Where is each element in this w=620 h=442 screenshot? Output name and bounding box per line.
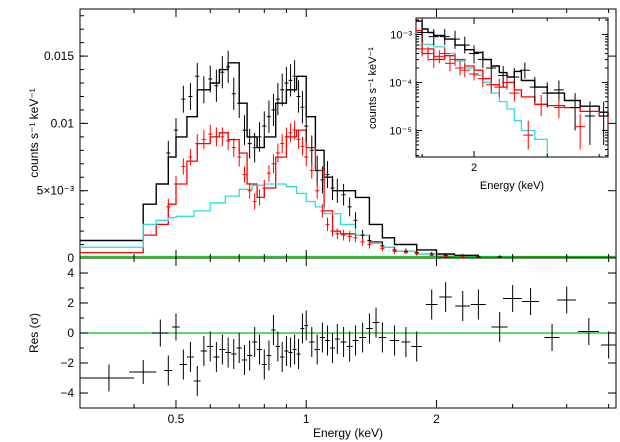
spectrum-ytick-label: 0 xyxy=(67,251,74,265)
residual-data xyxy=(80,282,616,396)
inset-ytick-label: 10⁻⁵ xyxy=(389,125,412,137)
spectrum-ytick-label: 5×10⁻³ xyxy=(37,184,74,198)
inset-ylabel: counts s⁻¹ keV⁻¹ xyxy=(367,47,379,129)
residual-ytick-label: 4 xyxy=(67,266,74,280)
residual-ytick-label: 0 xyxy=(67,326,74,340)
inset-xtick-label: 2 xyxy=(471,162,477,174)
inset-frame xyxy=(415,17,609,158)
residual-axes: −4 −2 0 2 4 0.5 1 2 xyxy=(60,257,616,426)
residual-ylabel: Res (σ) xyxy=(27,313,41,353)
residual-ytick-label: −2 xyxy=(60,356,74,370)
spectrum-panel: 0 5×10⁻³ 0.01 0.015 counts s⁻¹ keV⁻¹ xyxy=(27,8,617,265)
residual-xtick-label: 2 xyxy=(433,412,440,426)
residual-panel: −4 −2 0 2 4 0.5 1 2 Res (σ) Energy (keV) xyxy=(27,257,617,440)
residual-ytick-label: 2 xyxy=(67,296,74,310)
inset-ytick-label: 10⁻⁴ xyxy=(389,77,412,89)
spectrum-ytick-label: 0.015 xyxy=(44,49,74,63)
inset-ytick-label: 10⁻³ xyxy=(390,29,412,41)
residual-xlabel: Energy (keV) xyxy=(313,426,383,440)
residual-xtick-label: 1 xyxy=(303,412,310,426)
inset-model-cyan xyxy=(416,43,548,157)
spectrum-model-cyan xyxy=(80,183,616,259)
spectrum-ytick-label: 0.01 xyxy=(51,116,75,130)
inset-panel: 10⁻³ 10⁻⁴ 10⁻⁵ 2 counts s⁻¹ keV⁻¹ Energy (k… xyxy=(367,17,609,192)
inset-data xyxy=(416,20,609,157)
spectrum-axes: 0 5×10⁻³ 0.01 0.015 xyxy=(37,9,616,265)
spectrum-ylabel: counts s⁻¹ keV⁻¹ xyxy=(27,88,41,177)
residual-ytick-label: −4 xyxy=(60,386,74,400)
inset-model-black xyxy=(416,20,609,116)
residual-xtick-label: 0.5 xyxy=(168,412,185,426)
inset-xlabel: Energy (keV) xyxy=(480,180,544,192)
inset-axes: 10⁻³ 10⁻⁴ 10⁻⁵ 2 xyxy=(389,18,608,174)
